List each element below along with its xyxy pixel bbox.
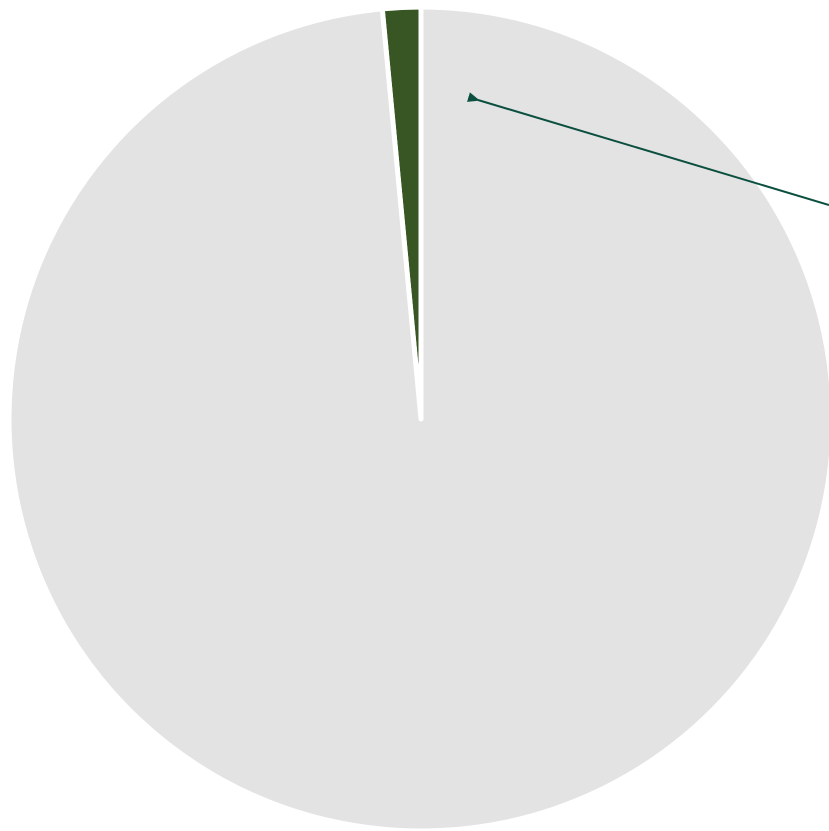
annotation-layer bbox=[466, 92, 829, 206]
pie-slices bbox=[6, 4, 829, 831]
pie-slice-1 bbox=[6, 4, 829, 831]
annotation-arrow-0 bbox=[466, 92, 829, 206]
